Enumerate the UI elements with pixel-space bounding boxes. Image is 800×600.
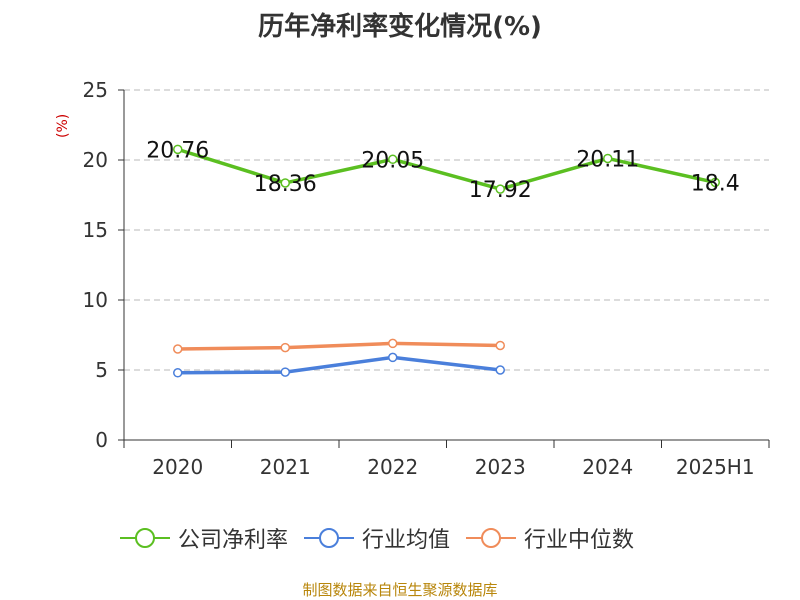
legend-label-industry-mean: 行业均值 — [362, 528, 451, 553]
data-point — [710, 177, 720, 188]
legend-swatch-industry-median — [466, 528, 517, 548]
source-note: 制图数据来自恒生聚源数据库 — [302, 581, 498, 599]
legend-swatch-company — [120, 528, 170, 548]
series-line — [177, 147, 716, 191]
data-label: 20.76 — [146, 138, 209, 163]
data-point — [280, 178, 290, 188]
data-label: 18.4 — [691, 171, 740, 196]
data-point — [388, 338, 398, 349]
data-label: 17.92 — [469, 178, 532, 203]
data-point — [495, 365, 505, 375]
x-tick-label: 2022 — [367, 455, 418, 479]
chart-title: 历年净利率变化情况(%) — [258, 12, 542, 42]
x-tick-label: 2024 — [582, 455, 633, 479]
y-tick-label: 0 — [95, 428, 108, 452]
data-point — [280, 367, 290, 377]
legend-item-company[interactable]: 公司净利率 — [120, 522, 288, 554]
legend: 公司净利率 行业均值 行业中位数 — [120, 520, 720, 556]
legend-label-company: 公司净利率 — [178, 528, 289, 553]
y-tick-label: 25 — [83, 78, 108, 102]
x-tick-label: 2025H1 — [676, 455, 755, 479]
data-point — [173, 144, 183, 155]
data-label: 18.36 — [254, 172, 317, 197]
y-tick-label: 15 — [83, 218, 108, 242]
data-point — [603, 153, 613, 164]
series-line — [177, 355, 501, 375]
y-tick-label: 5 — [95, 358, 108, 382]
data-label: 20.11 — [576, 147, 639, 172]
x-tick-label: 2023 — [475, 455, 526, 479]
data-point — [388, 154, 398, 165]
x-tick-label: 2021 — [260, 455, 311, 479]
legend-item-industry-median[interactable]: 行业中位数 — [466, 522, 634, 554]
series-line — [177, 341, 501, 351]
legend-swatch-industry-mean — [304, 528, 355, 548]
data-label: 20.05 — [361, 148, 424, 173]
data-point — [173, 344, 183, 354]
y-tick-label: 10 — [83, 288, 108, 312]
x-tick-label: 2020 — [152, 455, 203, 479]
data-point — [495, 340, 505, 351]
legend-item-industry-mean[interactable]: 行业均值 — [304, 522, 450, 554]
data-point — [388, 352, 398, 363]
y-tick-label: 20 — [83, 148, 108, 172]
data-point — [495, 184, 505, 194]
legend-label-industry-median: 行业中位数 — [524, 528, 635, 553]
data-point — [173, 368, 183, 378]
data-point — [280, 342, 290, 353]
